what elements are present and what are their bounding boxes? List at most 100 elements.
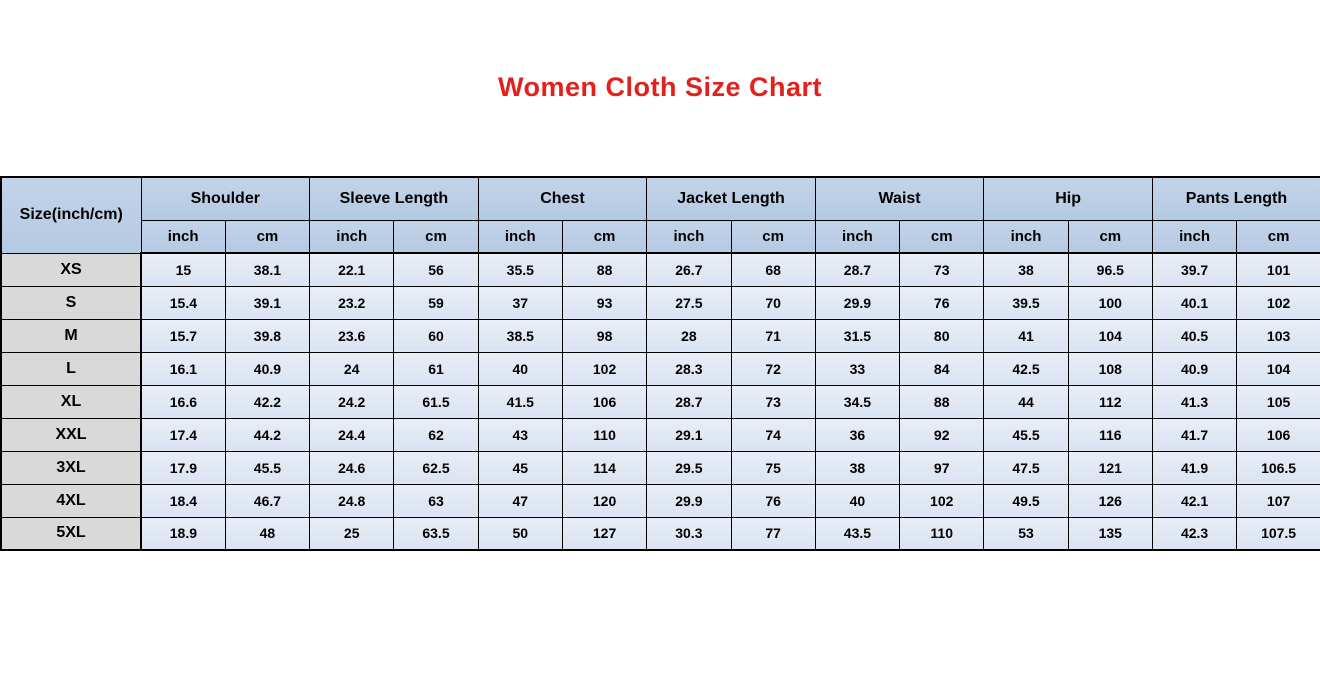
table-cell: 61.5 <box>393 384 479 419</box>
table-cell: 96.5 <box>1067 252 1153 287</box>
table-cell: 106 <box>561 384 648 419</box>
table-cell: 39.5 <box>983 285 1069 320</box>
table-cell: 36 <box>814 417 901 452</box>
page-title: Women Cloth Size Chart <box>497 72 823 102</box>
table-row: XXL 17.4 44.2 24.4 62 43 110 29.1 74 36 92 45.5 116 4… <box>0 417 1320 452</box>
table-cell: 62.5 <box>393 450 479 485</box>
size-label: S <box>0 285 142 320</box>
measure-group-header: Chest <box>477 176 648 221</box>
table-cell: 59 <box>393 285 479 320</box>
table-cell: 45.5 <box>224 450 311 485</box>
table-cell: 75 <box>730 450 816 485</box>
table-cell: 15 <box>140 252 226 287</box>
table-cell: 103 <box>1236 318 1320 353</box>
table-cell: 26.7 <box>646 252 732 287</box>
measure-group-header: Waist <box>814 176 985 221</box>
table-cell: 42.2 <box>224 384 311 419</box>
table-cell: 24 <box>309 351 395 386</box>
size-column-header: Size(inch/cm) <box>0 176 142 254</box>
table-cell: 74 <box>730 417 816 452</box>
table-cell: 84 <box>899 351 985 386</box>
table-cell: 71 <box>730 318 816 353</box>
table-cell: 15.7 <box>140 318 226 353</box>
table-cell: 27.5 <box>646 285 732 320</box>
table-cell: 28.7 <box>646 384 732 419</box>
table-cell: 62 <box>393 417 479 452</box>
table-row: 3XL 17.9 45.5 24.6 62.5 45 114 29.5 75 38 97 47.5 12… <box>0 450 1320 485</box>
unit-header-inch: inch <box>309 220 395 254</box>
size-label: XXL <box>0 417 142 452</box>
table-cell: 47.5 <box>983 450 1069 485</box>
table-cell: 24.6 <box>309 450 395 485</box>
table-cell: 39.7 <box>1151 252 1238 287</box>
table-cell: 17.4 <box>140 417 226 452</box>
table-cell: 102 <box>899 483 985 518</box>
table-cell: 44 <box>983 384 1069 419</box>
table-cell: 40.1 <box>1151 285 1238 320</box>
table-cell: 31.5 <box>814 318 901 353</box>
table-cell: 41.7 <box>1151 417 1238 452</box>
table-cell: 29.5 <box>646 450 732 485</box>
size-label: XL <box>0 384 142 419</box>
table-body: XS 15 38.1 22.1 56 35.5 88 26.7 68 28.7 73 38 96.5 39… <box>0 252 1320 551</box>
table-cell: 23.6 <box>309 318 395 353</box>
table-cell: 98 <box>561 318 648 353</box>
table-cell: 73 <box>730 384 816 419</box>
table-cell: 22.1 <box>309 252 395 287</box>
unit-header-cm: cm <box>1067 220 1153 254</box>
table-cell: 43 <box>477 417 563 452</box>
table-cell: 61 <box>393 351 479 386</box>
table-cell: 40.9 <box>1151 351 1238 386</box>
table-cell: 68 <box>730 252 816 287</box>
table-cell: 80 <box>899 318 985 353</box>
measure-group-header: Jacket Length <box>646 176 816 221</box>
table-cell: 50 <box>477 516 563 551</box>
table-cell: 16.1 <box>140 351 226 386</box>
table-cell: 18.4 <box>140 483 226 518</box>
table-row: XS 15 38.1 22.1 56 35.5 88 26.7 68 28.7 73 38 96.5 39… <box>0 252 1320 287</box>
table-cell: 40 <box>477 351 563 386</box>
size-label: XS <box>0 252 142 287</box>
table-cell: 105 <box>1236 384 1320 419</box>
table-cell: 93 <box>561 285 648 320</box>
table-row: L 16.1 40.9 24 61 40 102 28.3 72 33 84 42.5 108 40.9 1… <box>0 351 1320 386</box>
table-row: XL 16.6 42.2 24.2 61.5 41.5 106 28.7 73 34.5 88 44 1… <box>0 384 1320 419</box>
table-cell: 76 <box>730 483 816 518</box>
table-cell: 41.9 <box>1151 450 1238 485</box>
table-cell: 34.5 <box>814 384 901 419</box>
size-chart-table: Size(inch/cm) Shoulder Sleeve Length Chest J… <box>0 176 1320 551</box>
table-cell: 28.3 <box>646 351 732 386</box>
header-group-row: Size(inch/cm) Shoulder Sleeve Length Chest J… <box>0 176 1320 254</box>
table-cell: 126 <box>1067 483 1153 518</box>
table-cell: 30.3 <box>646 516 732 551</box>
table-cell: 43.5 <box>814 516 901 551</box>
table-cell: 37 <box>477 285 563 320</box>
measure-group-header: Shoulder <box>140 176 311 221</box>
table-cell: 42.3 <box>1151 516 1238 551</box>
table-cell: 121 <box>1067 450 1153 485</box>
table-cell: 33 <box>814 351 901 386</box>
size-label: L <box>0 351 142 386</box>
measure-group-header: Pants Length <box>1151 176 1320 221</box>
table-cell: 102 <box>561 351 648 386</box>
table-cell: 77 <box>730 516 816 551</box>
table-cell: 38 <box>814 450 901 485</box>
table-cell: 40.9 <box>224 351 311 386</box>
table-cell: 17.9 <box>140 450 226 485</box>
table-cell: 53 <box>983 516 1069 551</box>
unit-header-inch: inch <box>646 220 732 254</box>
table-cell: 63 <box>393 483 479 518</box>
table-cell: 107 <box>1236 483 1320 518</box>
table-cell: 107.5 <box>1236 516 1320 551</box>
table-cell: 110 <box>899 516 985 551</box>
table-cell: 39.8 <box>224 318 311 353</box>
table-cell: 120 <box>561 483 648 518</box>
table-row: 5XL 18.9 48 25 63.5 50 127 30.3 77 43.5 110 53 135 42… <box>0 516 1320 551</box>
unit-header-cm: cm <box>224 220 311 254</box>
table-cell: 76 <box>899 285 985 320</box>
unit-header-cm: cm <box>393 220 479 254</box>
table-cell: 106.5 <box>1236 450 1320 485</box>
table-cell: 24.2 <box>309 384 395 419</box>
table-cell: 40.5 <box>1151 318 1238 353</box>
